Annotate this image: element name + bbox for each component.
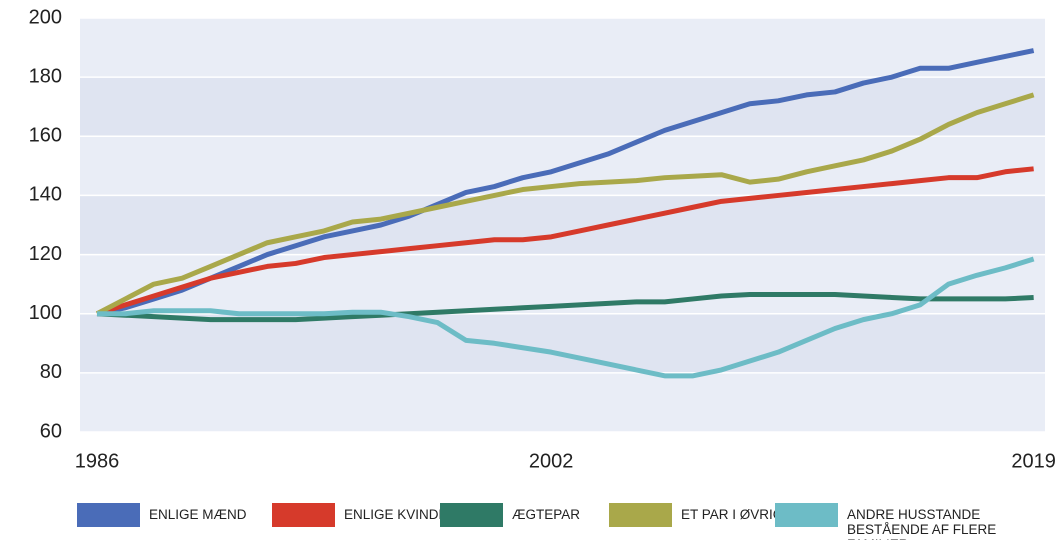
series-line: [96, 291, 1034, 323]
legend-item: ET PAR I ØVRIGT: [609, 503, 792, 527]
legend-swatch: [775, 503, 838, 527]
legend-label: ENLIGE KVINDER: [344, 507, 458, 522]
legend-item: ENLIGE MÆND: [77, 503, 247, 527]
y-tick-label: 80: [40, 361, 62, 383]
y-tick-label: 140: [29, 184, 62, 206]
legend-swatch: [609, 503, 672, 527]
series-line: [96, 166, 1034, 317]
grid-band: [80, 77, 1045, 137]
y-tick-label: 120: [29, 243, 62, 265]
series-line: [97, 256, 1035, 379]
series-line: [95, 92, 1035, 316]
legend: ENLIGE MÆND ENLIGE KVINDER ÆGTEPAR ET PAR I…: [0, 500, 1064, 540]
legend-label: ÆGTEPAR: [512, 507, 581, 522]
grid-band: [80, 313, 1045, 373]
legend-item: ÆGTEPAR: [440, 503, 580, 527]
legend-swatch: [440, 503, 503, 527]
y-tick-label: 60: [40, 420, 62, 442]
series-line: [96, 48, 1035, 317]
plot: 60 80 100 120 140 160 180 200 1986 2002 2019: [29, 6, 1056, 472]
grid-band: [80, 18, 1045, 78]
y-tick-label: 180: [29, 65, 62, 87]
legend-label: ANDRE HUSSTANDE BESTÅENDE AF FLERE FAMIL…: [847, 507, 997, 540]
grid-band: [80, 372, 1045, 432]
y-tick-label: 200: [29, 6, 62, 28]
legend-label: ET PAR I ØVRIGT: [681, 507, 792, 522]
legend-item: ENLIGE KVINDER: [272, 503, 457, 527]
y-tick-label: 160: [29, 125, 62, 147]
grid-band: [80, 195, 1045, 255]
y-tick-label: 100: [29, 302, 62, 324]
x-tick-label: 2019: [1011, 450, 1056, 472]
legend-swatch: [272, 503, 335, 527]
x-tick-label: 2002: [529, 450, 574, 472]
legend-swatch: [77, 503, 140, 527]
legend-label: ENLIGE MÆND: [149, 507, 247, 522]
x-tick-label: 1986: [75, 450, 120, 472]
legend-item: ANDRE HUSSTANDE BESTÅENDE AF FLERE FAMIL…: [775, 503, 1052, 540]
